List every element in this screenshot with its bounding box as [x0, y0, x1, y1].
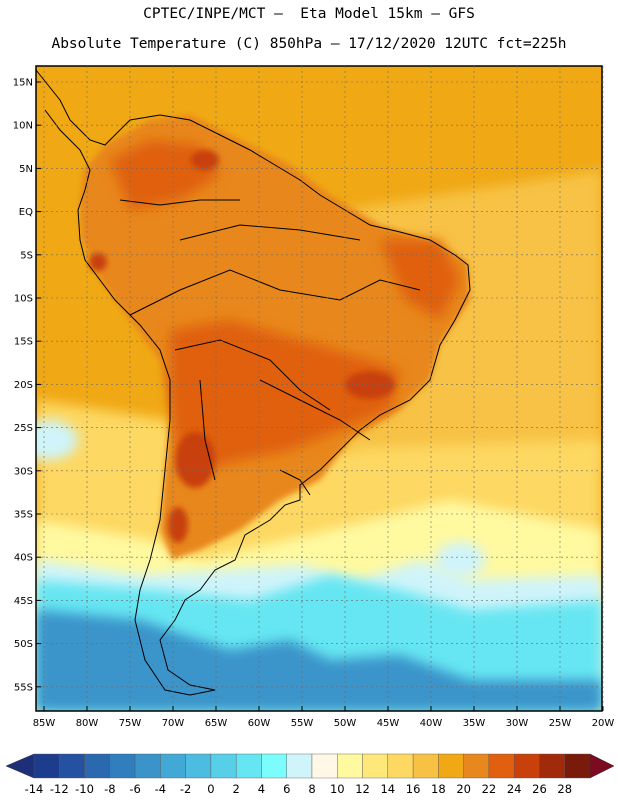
colorbar-label: 8 — [308, 782, 315, 796]
lon-label: 85W — [33, 718, 56, 729]
lat-label: 50S — [14, 639, 33, 650]
temperature-field — [36, 66, 602, 711]
colorbar-swatch — [33, 753, 60, 779]
colorbar-swatch — [160, 753, 186, 779]
colorbar-swatch — [286, 753, 313, 779]
colorbar-label: -12 — [50, 782, 69, 796]
lat-label: 40S — [14, 553, 33, 564]
lat-label: 15S — [14, 337, 33, 348]
lon-label: 55W — [291, 718, 314, 729]
colorbar-swatch — [488, 753, 515, 779]
colorbar: -14 -12 -10 -8 -6 -4 -2 0 2 4 6 8 10 12 14 16 18 20 22 24 26… — [5, 753, 615, 796]
lon-label: 65W — [205, 718, 228, 729]
coastlines — [36, 69, 471, 696]
colorbar-over-arrow — [589, 753, 615, 779]
colorbar-label: 20 — [456, 782, 471, 796]
colorbar-swatch — [539, 753, 565, 779]
temperature-field-hottest — [175, 432, 215, 488]
colorbar-label: 18 — [431, 782, 446, 796]
map-frame — [35, 65, 603, 712]
lat-label: 30S — [14, 466, 33, 477]
lat-label: 10N — [13, 121, 33, 132]
temperature-field-hottest — [191, 150, 219, 170]
lon-label: 30W — [506, 718, 529, 729]
colorbar-label: 2 — [233, 782, 240, 796]
lat-label: 35S — [14, 510, 33, 521]
colorbar-label: -6 — [129, 782, 140, 796]
colorbar-label: -14 — [25, 782, 44, 796]
colorbar-label: 24 — [507, 782, 522, 796]
lat-label: 5S — [20, 250, 33, 261]
lat-label: 15N — [13, 78, 33, 89]
lon-label: 70W — [162, 718, 185, 729]
colorbar-swatch — [109, 753, 136, 779]
colorbar-swatch — [185, 753, 212, 779]
colorbar-swatch — [438, 753, 464, 779]
colorbar-swatch — [235, 753, 262, 779]
colorbar-label: 28 — [557, 782, 572, 796]
colorbar-label: 12 — [355, 782, 370, 796]
colorbar-label: 0 — [207, 782, 214, 796]
lon-label: 75W — [119, 718, 142, 729]
colorbar-swatch — [210, 753, 237, 779]
lon-label: 25W — [549, 718, 572, 729]
lat-label: 20S — [14, 380, 33, 391]
colorbar-swatch — [134, 753, 161, 779]
map-title: CPTEC/INPE/MCT – Eta Model 15km – GFS — [143, 6, 475, 22]
temperature-field-hottest — [345, 371, 395, 399]
lat-label: 10S — [14, 294, 33, 305]
lon-label: 45W — [377, 718, 400, 729]
lat-label: 25S — [14, 423, 33, 434]
temperature-field-hottest — [89, 253, 107, 271]
lon-label: 40W — [420, 718, 443, 729]
longitude-labels: 85W 80W 75W 70W 65W 60W 55W 50W 45W 40W 35W 30W 25W 2… — [33, 718, 615, 729]
temperature-field-hot — [170, 320, 400, 470]
lon-label: 50W — [334, 718, 357, 729]
graticule — [36, 66, 604, 711]
colorbar-swatch — [387, 753, 414, 779]
temperature-field-cool-cell — [435, 542, 485, 578]
lon-label: 80W — [76, 718, 99, 729]
colorbar-swatch — [84, 753, 111, 779]
lon-label: 60W — [248, 718, 271, 729]
colorbar-label: 26 — [532, 782, 547, 796]
lon-label: 35W — [463, 718, 486, 729]
colorbar-label: 6 — [283, 782, 290, 796]
temperature-field-hottest — [168, 507, 188, 543]
temperature-field-cool-cell — [36, 420, 78, 460]
colorbar-swatch — [362, 753, 389, 779]
colorbar-swatch — [261, 753, 287, 779]
lat-label: 45S — [14, 596, 33, 607]
colorbar-swatch — [513, 753, 540, 779]
lat-label: EQ — [19, 207, 33, 218]
colorbar-swatch — [412, 753, 439, 779]
temperature-field-hot — [380, 240, 460, 320]
map-subtitle: Absolute Temperature (C) 850hPa – 17/12/… — [51, 36, 567, 52]
colorbar-swatch — [59, 753, 85, 779]
colorbar-swatch — [564, 753, 591, 779]
colorbar-label: -2 — [180, 782, 191, 796]
lon-label: 20W — [592, 718, 615, 729]
colorbar-swatch — [311, 753, 338, 779]
colorbar-swatch — [463, 753, 490, 779]
colorbar-label: 22 — [482, 782, 497, 796]
lat-label: 55S — [14, 682, 33, 693]
colorbar-label: 10 — [330, 782, 345, 796]
temperature-field-coldest — [36, 610, 602, 711]
colorbar-label: 16 — [406, 782, 421, 796]
colorbar-label: -10 — [75, 782, 94, 796]
colorbar-under-arrow — [5, 753, 35, 779]
colorbar-label: 14 — [380, 782, 395, 796]
colorbar-label: -4 — [155, 782, 166, 796]
colorbar-label: -8 — [104, 782, 115, 796]
latitude-labels: 15N 10N 5N EQ 5S 10S 15S 20S 25S 30S 35S 40S 45S 50S 5… — [13, 78, 33, 694]
colorbar-label: 4 — [258, 782, 265, 796]
colorbar-swatch — [337, 753, 363, 779]
lat-label: 5N — [19, 164, 33, 175]
